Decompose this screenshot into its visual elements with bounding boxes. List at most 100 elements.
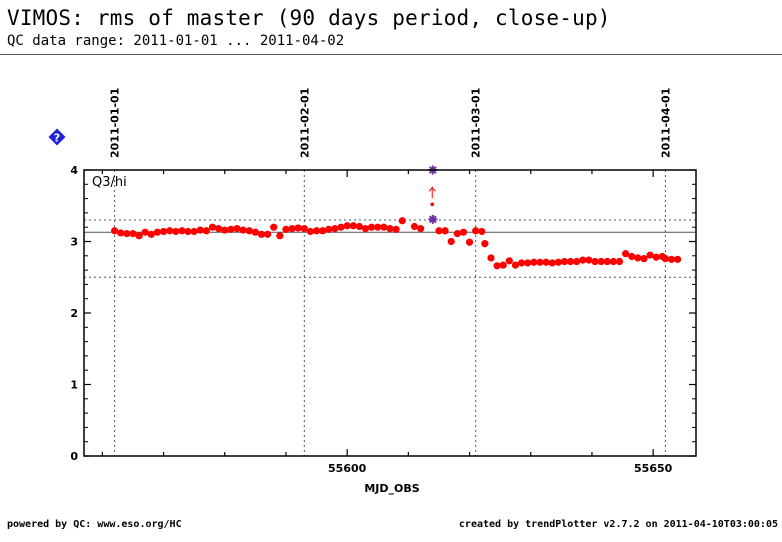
outlier-marker-core [430,217,436,222]
data-point [585,256,593,264]
data-point [208,223,217,231]
data-point [622,250,630,258]
data-point [202,227,210,235]
axes: 0 1 2 3 4 55600 55650 [70,164,697,475]
data-point [441,227,449,235]
data-point [548,259,556,267]
data-point [325,225,333,233]
data-point [147,230,155,238]
data-point [312,227,321,235]
data-point [511,261,520,269]
y-tick-label: 0 [70,450,78,463]
outlier-marker [428,214,438,224]
date-marker-label: 2011-02-01 [298,88,311,158]
data-point [579,256,587,264]
data-point [270,223,278,231]
data-point [221,226,229,234]
data-point [288,225,296,233]
page-subtitle: QC data range: 2011-01-01 ... 2011-04-02 [7,33,345,49]
help-icon-glyph: ? [54,132,60,145]
data-point [380,223,388,231]
data-point [245,227,253,235]
data-point [368,223,376,231]
data-point [472,227,480,235]
date-marker-label: 2011-04-01 [659,88,672,158]
data-point [300,225,308,233]
data-point [306,227,315,236]
data-point [166,227,174,235]
data-point [481,240,489,248]
footer-left: powered by QC: www.eso.org/HC [7,519,182,530]
date-marker-label: 2011-03-01 [470,88,483,158]
data-point [652,253,660,261]
data-point [459,228,468,236]
small-data-point [430,202,435,207]
data-point [597,257,605,266]
data-point [536,258,544,266]
panel-label: Q3/hi [92,175,127,190]
data-point [294,224,302,232]
data-point [135,232,143,240]
data-point [264,230,272,238]
data-point [215,225,223,233]
data-point [634,254,642,262]
x-tick-label: 55600 [328,462,367,475]
y-tick-label: 4 [70,164,78,177]
data-point [560,257,569,266]
data-point [566,257,575,266]
data-point [319,227,327,235]
data-points [111,165,682,270]
data-point [227,225,235,233]
outlier-arrow-head [428,186,436,192]
data-point [276,232,284,240]
data-point [615,257,624,266]
date-marker-label: 2011-01-01 [109,88,122,158]
date-markers: 2011-01-01 2011-02-01 2011-03-01 2011-04-01 [109,88,672,456]
header-divider [0,54,782,55]
data-point [337,223,345,231]
data-point [117,229,125,237]
data-point [172,227,180,236]
data-point [628,252,636,261]
data-point [392,225,400,233]
data-point [487,254,495,262]
plot-frame [83,169,697,457]
data-point [661,255,670,263]
data-point [435,227,443,235]
data-point [374,223,382,231]
data-point [524,259,532,267]
data-point [640,255,648,263]
data-point [159,227,168,236]
data-point [453,230,461,238]
data-point [517,259,526,267]
data-point [331,225,339,233]
data-point [190,227,198,236]
page-title: VIMOS: rms of master (90 days period, cl… [7,6,611,30]
data-point [184,227,192,236]
data-point [609,257,617,266]
data-point [493,262,501,270]
data-point [417,225,425,233]
data-point [196,226,204,234]
data-point [542,258,550,266]
data-point [349,222,357,230]
data-point [233,225,241,233]
footer-right: created by trendPlotter v2.7.2 on 2011-0… [458,519,778,530]
data-point [447,237,455,246]
data-point [530,258,538,266]
data-point [505,257,513,265]
data-point [153,228,162,236]
data-point [178,227,186,235]
data-point [465,238,474,246]
data-point [499,261,507,269]
x-axis-label: MJD_OBS [364,482,419,495]
data-point [239,226,247,234]
data-point [478,227,486,236]
x-tick-label: 55650 [634,462,673,475]
data-point [674,255,682,263]
data-point [251,228,259,236]
help-icon[interactable]: ? [48,128,66,146]
data-point [667,255,676,263]
data-point [646,251,654,259]
